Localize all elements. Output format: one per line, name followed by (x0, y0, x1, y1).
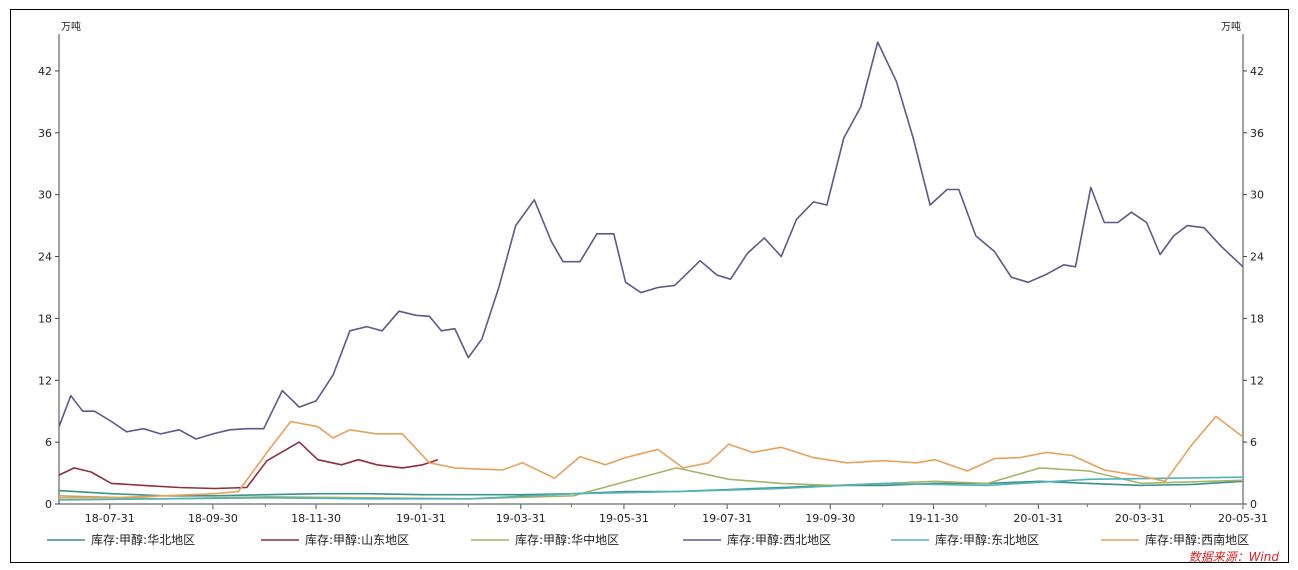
axes (59, 34, 1243, 504)
y-tick-label-left: 6 (45, 436, 52, 449)
series-line (59, 442, 438, 488)
x-tick-label: 18-07-31 (85, 512, 135, 525)
y-tick-label-right: 42 (1250, 65, 1264, 78)
y-tick-label-right: 6 (1250, 436, 1257, 449)
x-tick-label: 19-07-31 (702, 512, 752, 525)
x-tick-label: 19-03-31 (496, 512, 546, 525)
y-tick-label-right: 12 (1250, 374, 1264, 387)
y-axis-left: 0 6 12 18 24 30 36 42 (38, 65, 59, 511)
y-tick-label-right: 24 (1250, 251, 1264, 264)
y-tick-label-right: 18 (1250, 312, 1264, 325)
x-tick-label: 19-09-30 (805, 512, 855, 525)
series-layer (59, 42, 1243, 500)
legend-label: 库存:甲醇:西南地区 (1145, 532, 1249, 547)
legend-label: 库存:甲醇:华北地区 (91, 532, 195, 547)
y-axis-right: 0 6 12 18 24 30 36 42 (1243, 65, 1264, 511)
y-tick-label-left: 36 (38, 127, 52, 140)
y-tick-label-right: 36 (1250, 127, 1264, 140)
chart-frame: 0 6 12 18 24 30 36 42 0 6 12 18 24 30 36 42 18-07-31 18… (10, 9, 1289, 563)
x-tick-label: 19-01-31 (396, 512, 446, 525)
y-unit-right: 万吨 (1221, 20, 1241, 33)
legend-label: 库存:甲醇:华中地区 (515, 532, 619, 547)
y-tick-label-left: 0 (45, 498, 52, 511)
legend-label: 库存:甲醇:山东地区 (305, 532, 409, 547)
legend-label: 库存:甲醇:西北地区 (727, 532, 831, 547)
x-tick-label: 18-11-30 (291, 512, 341, 525)
y-tick-label-left: 42 (38, 65, 52, 78)
x-axis: 18-07-31 18-09-30 18-11-30 19-01-31 19-03-31… (85, 504, 1268, 525)
x-tick-label: 20-05-31 (1218, 512, 1268, 525)
x-tick-label: 19-05-31 (599, 512, 649, 525)
y-tick-label-left: 24 (38, 251, 52, 264)
x-tick-label: 20-01-31 (1013, 512, 1063, 525)
y-tick-label-left: 30 (38, 189, 52, 202)
series-line (59, 42, 1243, 439)
x-tick-label: 18-09-30 (188, 512, 238, 525)
y-tick-label-right: 0 (1250, 498, 1257, 511)
data-source-note: 数据来源：Wind (1189, 550, 1280, 564)
x-tick-label: 20-03-31 (1115, 512, 1165, 525)
y-unit-left: 万吨 (61, 20, 81, 33)
x-tick-label: 19-11-30 (908, 512, 958, 525)
y-tick-label-left: 12 (38, 374, 52, 387)
legend: 库存:甲醇:华北地区 库存:甲醇:山东地区 库存:甲醇:华中地区 库存:甲醇:西北地区… (47, 532, 1249, 547)
y-tick-label-left: 18 (38, 312, 52, 325)
series-line (59, 468, 1243, 499)
y-tick-label-right: 30 (1250, 189, 1264, 202)
legend-label: 库存:甲醇:东北地区 (935, 532, 1039, 547)
